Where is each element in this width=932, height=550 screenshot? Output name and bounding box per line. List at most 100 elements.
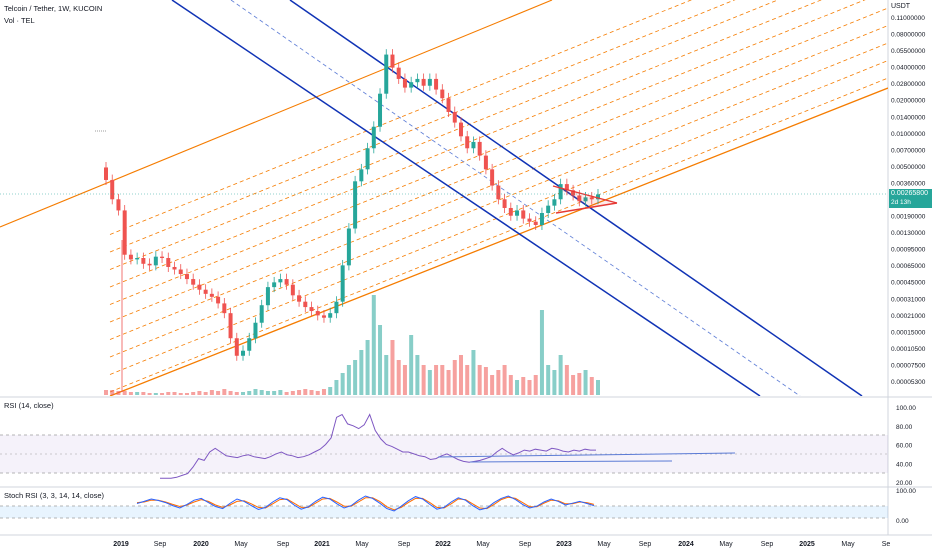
candle-body[interactable]	[141, 258, 146, 264]
candle-body[interactable]	[290, 284, 295, 296]
candle-body[interactable]	[321, 315, 326, 318]
candle-body[interactable]	[160, 256, 165, 259]
candle-body[interactable]	[303, 301, 308, 308]
candle-body[interactable]	[234, 338, 239, 356]
candle-body[interactable]	[446, 98, 451, 112]
candle-body[interactable]	[209, 293, 214, 297]
candle-body[interactable]	[589, 197, 594, 200]
candle-body[interactable]	[265, 287, 270, 306]
symbol-title[interactable]: Telcoin / Tether, 1W, KUCOIN	[4, 4, 103, 13]
candle-body[interactable]	[116, 199, 121, 211]
candle-body[interactable]	[477, 141, 482, 156]
candle-body[interactable]	[309, 307, 314, 312]
candle-body[interactable]	[278, 279, 283, 283]
candle-body[interactable]	[502, 199, 507, 208]
candle-body[interactable]	[552, 199, 557, 206]
candle-body[interactable]	[365, 148, 370, 170]
candle-body[interactable]	[191, 279, 196, 285]
candle-body[interactable]	[172, 266, 177, 270]
candle-body[interactable]	[128, 254, 133, 260]
rsi-trendline-lower[interactable]	[469, 460, 673, 463]
volume-legend[interactable]: Vol · TEL	[4, 16, 35, 25]
candle-body[interactable]	[458, 122, 463, 137]
candle-body[interactable]	[452, 111, 457, 123]
candle-body[interactable]	[334, 301, 339, 314]
candle-body[interactable]	[471, 141, 476, 149]
candle-body[interactable]	[253, 322, 258, 339]
candle-body[interactable]	[409, 82, 414, 88]
candle-body[interactable]	[178, 269, 183, 275]
candle-body[interactable]	[135, 258, 140, 260]
candle-body[interactable]	[197, 284, 202, 290]
candle-body[interactable]	[440, 89, 445, 99]
stoch-axis[interactable]: 100.00 0.00	[896, 488, 916, 525]
candle-body[interactable]	[421, 78, 426, 86]
candle-body[interactable]	[228, 313, 233, 339]
candle-body[interactable]	[259, 305, 264, 323]
candle-body[interactable]	[571, 190, 576, 196]
stoch-legend[interactable]: Stoch RSI (3, 3, 14, 14, close)	[4, 491, 105, 500]
candle-body[interactable]	[104, 167, 108, 180]
triangle-upper-edge[interactable]	[552, 185, 618, 204]
candle-body[interactable]	[378, 93, 383, 127]
candle-body[interactable]	[596, 194, 600, 200]
candle-body[interactable]	[515, 210, 520, 216]
candle-body[interactable]	[521, 210, 526, 219]
triangle-lower-edge[interactable]	[555, 202, 618, 214]
candlestick-series[interactable]	[104, 49, 600, 361]
candle-body[interactable]	[340, 265, 345, 302]
price-axis[interactable]: 0.11000000 0.08000000 0.05500000 0.04000000…	[891, 15, 926, 386]
descending-channel-lower[interactable]	[171, 0, 761, 396]
candle-body[interactable]	[272, 282, 277, 288]
candle-body[interactable]	[371, 126, 376, 149]
rsi-series-line[interactable]	[160, 413, 596, 479]
candle-body[interactable]	[346, 228, 351, 266]
fib-channel-bottom[interactable]	[109, 87, 888, 396]
candle-body[interactable]	[390, 54, 395, 68]
candle-body[interactable]	[508, 207, 513, 216]
candle-body[interactable]	[122, 210, 127, 255]
rsi-axis[interactable]: 100.00 80.00 60.00 40.00 20.00	[896, 405, 916, 487]
rsi-legend[interactable]: RSI (14, close)	[4, 401, 54, 410]
candle-body[interactable]	[241, 350, 246, 356]
candle-body[interactable]	[297, 295, 302, 302]
candle-body[interactable]	[110, 179, 115, 200]
candle-body[interactable]	[496, 185, 501, 200]
candle-body[interactable]	[222, 303, 227, 314]
candle-body[interactable]	[533, 221, 538, 225]
candle-body[interactable]	[527, 218, 532, 222]
candle-body[interactable]	[396, 67, 401, 79]
stoch-d-line[interactable]	[136, 496, 595, 511]
symmetrical-triangle-drawing[interactable]	[552, 185, 618, 214]
candle-body[interactable]	[402, 78, 407, 88]
candle-body[interactable]	[384, 54, 389, 94]
time-axis[interactable]: 2019 Sep 2020 May Sep 2021 May Sep 2022 May Sep 202…	[113, 541, 890, 548]
candle-body[interactable]	[465, 136, 470, 149]
candle-body[interactable]	[315, 311, 320, 316]
candle-body[interactable]	[353, 181, 358, 229]
candle-body[interactable]	[583, 197, 588, 202]
candle-body[interactable]	[284, 279, 289, 285]
candle-body[interactable]	[564, 184, 569, 191]
candle-body[interactable]	[415, 78, 420, 83]
candle-body[interactable]	[328, 313, 333, 318]
candle-body[interactable]	[539, 212, 544, 225]
fib-channel-top[interactable]	[0, 0, 553, 228]
candle-body[interactable]	[147, 263, 152, 266]
candle-body[interactable]	[546, 205, 551, 213]
candle-body[interactable]	[434, 78, 439, 90]
candle-body[interactable]	[216, 296, 221, 304]
candle-body[interactable]	[577, 195, 582, 202]
rsi-trendline-upper[interactable]	[437, 452, 736, 458]
candle-body[interactable]	[558, 184, 563, 200]
candle-body[interactable]	[483, 155, 488, 170]
candle-body[interactable]	[166, 258, 171, 267]
stoch-k-line[interactable]	[136, 495, 595, 512]
candle-body[interactable]	[247, 338, 252, 351]
candle-body[interactable]	[359, 169, 364, 182]
candle-body[interactable]	[153, 256, 158, 266]
candle-body[interactable]	[490, 169, 495, 186]
candle-body[interactable]	[427, 78, 432, 86]
candle-body[interactable]	[184, 274, 189, 280]
candle-body[interactable]	[203, 289, 208, 294]
